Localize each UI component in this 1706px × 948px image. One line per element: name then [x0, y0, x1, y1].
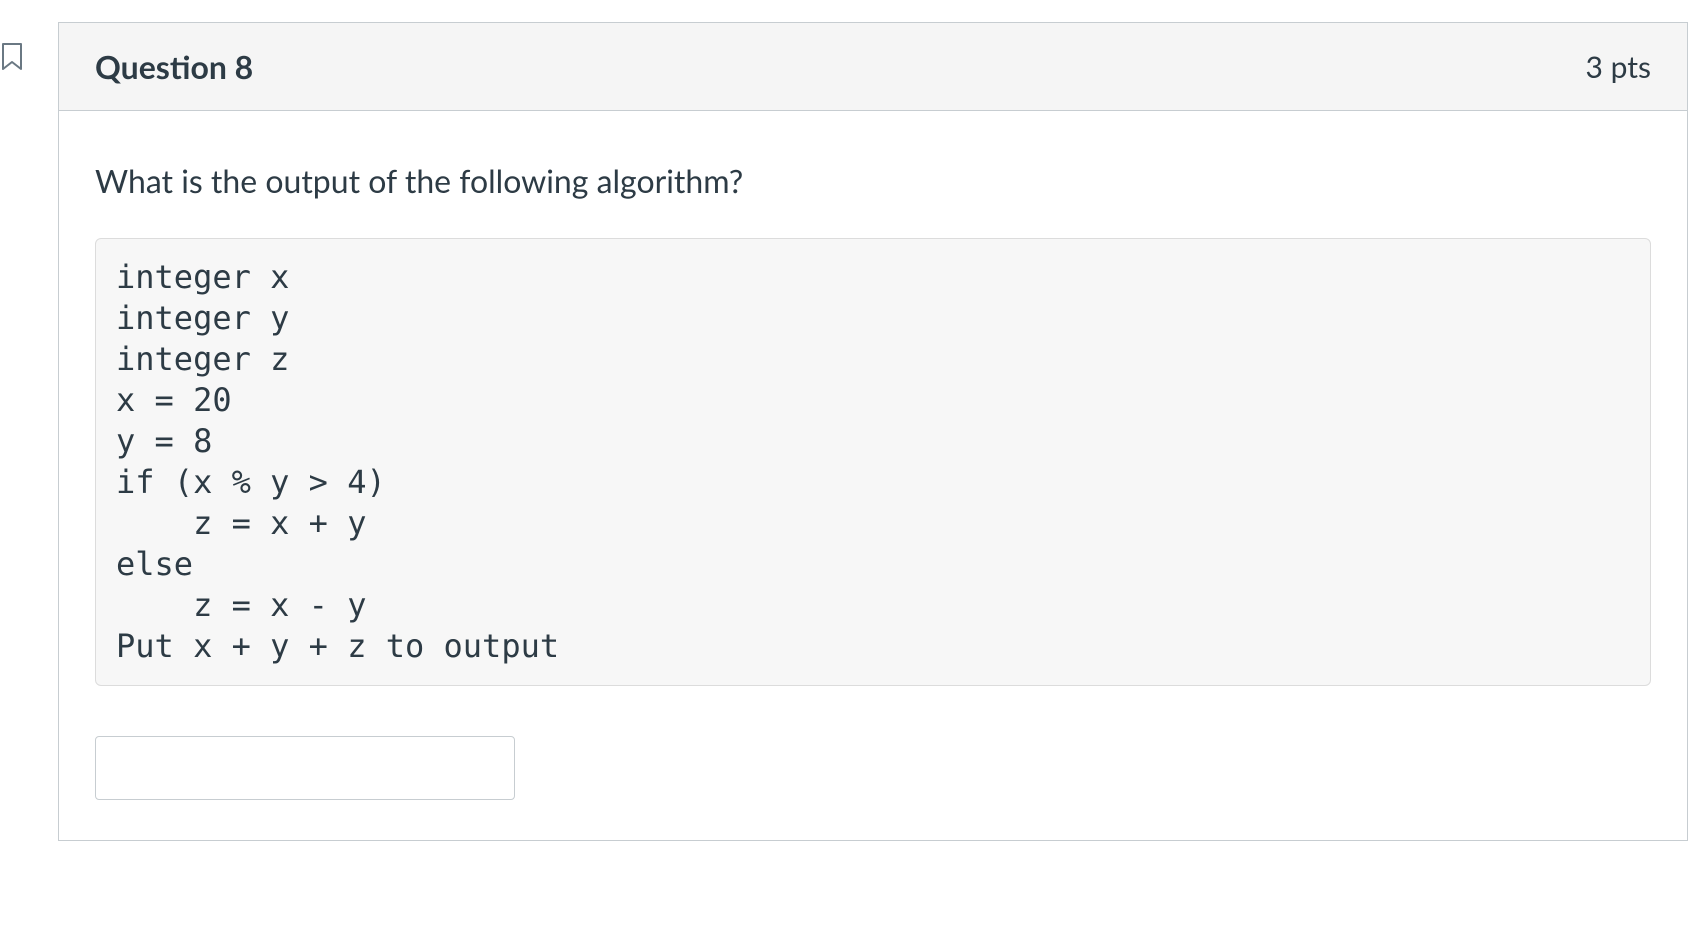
answer-input[interactable] [95, 736, 515, 800]
question-prompt: What is the output of the following algo… [95, 161, 1651, 200]
question-card: Question 8 3 pts What is the output of t… [58, 22, 1688, 841]
quiz-page: Question 8 3 pts What is the output of t… [0, 0, 1706, 948]
question-body: What is the output of the following algo… [59, 111, 1687, 840]
question-points: 3 pts [1586, 49, 1651, 85]
algorithm-code-block: integer x integer y integer z x = 20 y =… [95, 238, 1651, 686]
flag-question-button[interactable] [0, 42, 24, 72]
question-header: Question 8 3 pts [59, 23, 1687, 111]
bookmark-outline-icon [0, 42, 24, 72]
question-title: Question 8 [95, 47, 253, 86]
